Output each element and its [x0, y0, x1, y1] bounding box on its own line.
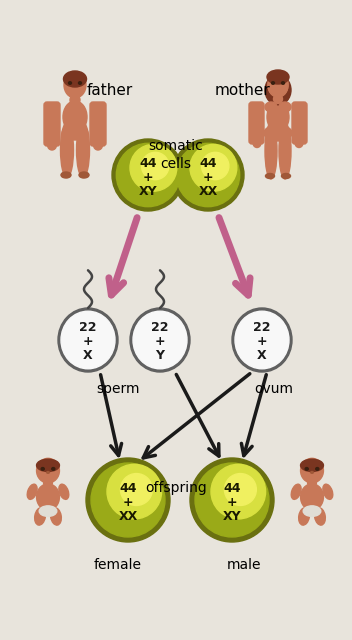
Ellipse shape [308, 479, 316, 486]
Ellipse shape [235, 311, 289, 369]
Text: male: male [227, 558, 261, 572]
Ellipse shape [279, 123, 291, 179]
Ellipse shape [133, 311, 187, 369]
Ellipse shape [301, 484, 323, 510]
Ellipse shape [298, 508, 309, 525]
Text: sperm: sperm [96, 382, 140, 396]
Ellipse shape [112, 139, 184, 211]
Ellipse shape [64, 72, 86, 98]
Ellipse shape [107, 464, 162, 519]
Ellipse shape [264, 125, 292, 141]
Ellipse shape [265, 75, 291, 105]
Ellipse shape [63, 71, 87, 87]
Text: 44
+
XY: 44 + XY [223, 481, 241, 522]
FancyBboxPatch shape [90, 102, 106, 146]
Ellipse shape [201, 152, 229, 180]
Ellipse shape [58, 308, 118, 372]
Ellipse shape [267, 102, 289, 132]
Ellipse shape [253, 138, 261, 147]
Ellipse shape [44, 479, 52, 486]
Ellipse shape [301, 458, 323, 483]
Ellipse shape [130, 145, 177, 191]
Ellipse shape [37, 460, 59, 472]
Ellipse shape [176, 143, 240, 207]
Ellipse shape [274, 95, 283, 104]
Ellipse shape [47, 472, 49, 474]
Ellipse shape [116, 143, 180, 207]
Ellipse shape [265, 102, 277, 112]
Ellipse shape [314, 508, 325, 525]
Text: 22
+
X: 22 + X [79, 321, 97, 362]
Text: 22
+
X: 22 + X [253, 321, 271, 362]
Ellipse shape [37, 458, 59, 483]
Ellipse shape [94, 140, 102, 150]
Ellipse shape [79, 172, 89, 178]
Text: somatic
cells: somatic cells [149, 140, 203, 171]
Ellipse shape [70, 95, 80, 105]
Ellipse shape [86, 458, 170, 542]
FancyBboxPatch shape [249, 102, 264, 144]
Ellipse shape [265, 123, 277, 179]
Ellipse shape [211, 464, 266, 519]
Ellipse shape [291, 484, 301, 499]
Ellipse shape [61, 122, 74, 177]
Ellipse shape [59, 484, 69, 499]
Ellipse shape [27, 484, 37, 499]
Ellipse shape [282, 82, 284, 84]
Ellipse shape [225, 474, 256, 506]
Text: 44
+
XX: 44 + XX [118, 481, 138, 522]
Text: 44
+
XX: 44 + XX [199, 157, 218, 198]
Text: mother: mother [215, 83, 271, 97]
Text: female: female [94, 558, 142, 572]
Text: 44
+
XY: 44 + XY [139, 157, 157, 198]
Ellipse shape [301, 460, 323, 472]
Ellipse shape [130, 308, 190, 372]
Ellipse shape [311, 472, 313, 474]
Ellipse shape [52, 468, 55, 470]
Ellipse shape [76, 122, 89, 177]
Ellipse shape [120, 474, 152, 506]
Ellipse shape [265, 173, 275, 179]
Ellipse shape [37, 484, 59, 510]
Ellipse shape [69, 82, 71, 84]
Ellipse shape [142, 152, 169, 180]
Ellipse shape [190, 458, 274, 542]
Ellipse shape [232, 308, 292, 372]
Ellipse shape [62, 126, 88, 140]
Ellipse shape [172, 139, 244, 211]
Ellipse shape [78, 82, 82, 84]
Ellipse shape [39, 506, 57, 516]
Ellipse shape [63, 101, 87, 133]
Text: offspring: offspring [145, 481, 207, 495]
Ellipse shape [316, 468, 319, 470]
FancyBboxPatch shape [44, 102, 60, 146]
Ellipse shape [91, 463, 165, 537]
Ellipse shape [190, 145, 237, 191]
Text: father: father [87, 83, 133, 97]
Ellipse shape [34, 508, 45, 525]
Ellipse shape [279, 102, 291, 112]
Ellipse shape [268, 73, 288, 97]
Ellipse shape [48, 140, 57, 150]
Ellipse shape [61, 311, 115, 369]
Ellipse shape [268, 73, 288, 97]
Ellipse shape [61, 172, 71, 178]
Ellipse shape [295, 138, 303, 147]
Ellipse shape [303, 506, 321, 516]
Text: 22
+
Y: 22 + Y [151, 321, 169, 362]
Ellipse shape [282, 173, 290, 179]
FancyBboxPatch shape [292, 102, 307, 144]
Ellipse shape [305, 468, 308, 470]
Ellipse shape [195, 463, 269, 537]
Text: ovum: ovum [254, 382, 294, 396]
Ellipse shape [267, 70, 289, 84]
Ellipse shape [41, 468, 44, 470]
Ellipse shape [50, 508, 61, 525]
Ellipse shape [271, 82, 275, 84]
Ellipse shape [323, 484, 333, 499]
